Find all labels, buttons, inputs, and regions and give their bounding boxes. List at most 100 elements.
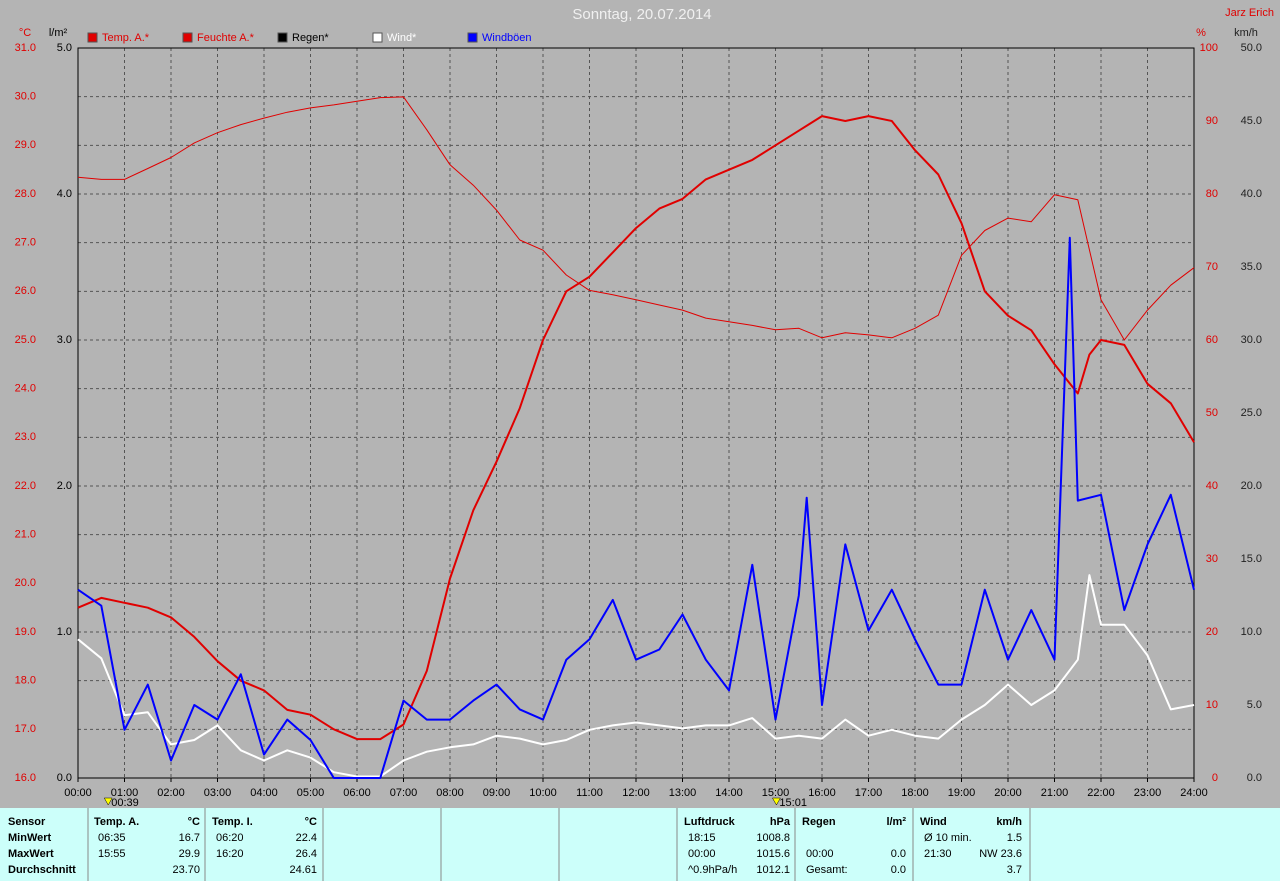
x-tick-label: 18:00 [901, 787, 929, 799]
y-tick-label: 31.0 [15, 42, 36, 54]
column-unit: km/h [996, 816, 1022, 828]
x-tick-label: 01:00 [111, 787, 139, 799]
column-header: Regen [802, 816, 836, 828]
cell-time: Ø 10 min. [924, 832, 972, 844]
cell-time: Gesamt: [806, 864, 848, 876]
x-tick-label: 16:00 [808, 787, 836, 799]
column-header: Wind [920, 816, 947, 828]
y-tick-label: 5.0 [1247, 699, 1262, 711]
annotation-marker [771, 797, 781, 806]
annotation: 15:01 [779, 797, 807, 809]
axis-unit: l/m² [49, 27, 68, 39]
x-tick-label: 02:00 [157, 787, 185, 799]
y-tick-label: 16.0 [15, 772, 36, 784]
x-tick-label: 07:00 [390, 787, 418, 799]
author: Jarz Erich [1225, 7, 1274, 19]
y-tick-label: 28.0 [15, 188, 36, 200]
y-tick-label: 18.0 [15, 675, 36, 687]
cell-time: 06:35 [98, 832, 126, 844]
y-tick-label: 0 [1212, 772, 1218, 784]
cell-time: 21:30 [924, 848, 952, 860]
column-header: Luftdruck [684, 816, 736, 828]
cell-time: ^0.9hPa/h [688, 864, 737, 876]
cell-value: 26.4 [296, 848, 317, 860]
series-line [77, 574, 1195, 778]
x-tick-label: 06:00 [343, 787, 371, 799]
legend-label: Regen* [292, 32, 329, 44]
y-tick-label: 25.0 [1241, 407, 1262, 419]
x-tick-label: 04:00 [250, 787, 278, 799]
y-tick-label: 23.0 [15, 431, 36, 443]
y-tick-label: 35.0 [1241, 261, 1262, 273]
y-tick-label: 29.0 [15, 139, 36, 151]
y-tick-label: 3.0 [57, 334, 72, 346]
cell-value: 0.0 [891, 848, 906, 860]
x-tick-label: 00:00 [64, 787, 92, 799]
x-tick-label: 12:00 [622, 787, 650, 799]
annotation: 00:39 [111, 797, 139, 809]
x-tick-label: 03:00 [204, 787, 232, 799]
column-unit: °C [305, 816, 317, 828]
column-unit: °C [188, 816, 200, 828]
y-tick-label: 0.0 [57, 772, 72, 784]
x-tick-label: 05:00 [297, 787, 325, 799]
y-tick-label: 17.0 [15, 723, 36, 735]
series-line [77, 115, 1195, 741]
cell-time: 15:55 [98, 848, 126, 860]
legend-label: Wind* [387, 32, 417, 44]
y-tick-label: 30 [1206, 553, 1218, 565]
y-tick-label: 40 [1206, 480, 1218, 492]
x-tick-label: 09:00 [483, 787, 511, 799]
y-tick-label: 10 [1206, 699, 1218, 711]
row-label: Sensor [8, 816, 46, 828]
x-tick-label: 19:00 [948, 787, 976, 799]
cell-time: 00:00 [806, 848, 834, 860]
legend-label: Temp. A.* [102, 32, 150, 44]
y-tick-label: 50 [1206, 407, 1218, 419]
cell-value: NW 23.6 [979, 848, 1022, 860]
y-tick-label: 60 [1206, 334, 1218, 346]
y-tick-label: 45.0 [1241, 115, 1262, 127]
y-tick-label: 15.0 [1241, 553, 1262, 565]
cell-value: 22.4 [296, 832, 317, 844]
y-tick-label: 20 [1206, 626, 1218, 638]
y-tick-label: 20.0 [1241, 480, 1262, 492]
x-tick-label: 08:00 [436, 787, 464, 799]
row-label: Durchschnitt [8, 864, 76, 876]
column-header: Temp. I. [212, 816, 253, 828]
column-unit: l/m² [886, 816, 906, 828]
cell-time: 16:20 [216, 848, 244, 860]
x-tick-label: 23:00 [1134, 787, 1162, 799]
legend-label: Windböen [482, 32, 532, 44]
x-tick-label: 15:00 [762, 787, 790, 799]
cell-value: 29.9 [179, 848, 200, 860]
x-tick-label: 11:00 [576, 787, 603, 799]
legend-swatch [87, 32, 98, 43]
cell-time: 06:20 [216, 832, 244, 844]
x-tick-label: 13:00 [669, 787, 697, 799]
y-tick-label: 5.0 [57, 42, 72, 54]
y-tick-label: 50.0 [1241, 42, 1262, 54]
cell-value: 16.7 [179, 832, 200, 844]
x-tick-label: 24:00 [1180, 787, 1208, 799]
cell-value: 1.5 [1007, 832, 1022, 844]
cell-value: 24.61 [289, 864, 317, 876]
y-tick-label: 100 [1200, 42, 1218, 54]
y-tick-label: 26.0 [15, 285, 36, 297]
y-tick-label: 24.0 [15, 383, 36, 395]
cell-value: 0.0 [891, 864, 906, 876]
cell-time: 00:00 [688, 848, 716, 860]
axis-unit: km/h [1234, 27, 1258, 39]
cell-value: 1015.6 [756, 848, 790, 860]
axis-unit: % [1196, 27, 1206, 39]
y-tick-label: 1.0 [57, 626, 72, 638]
row-label: MaxWert [8, 848, 54, 860]
row-label: MinWert [8, 832, 52, 844]
y-tick-label: 4.0 [57, 188, 72, 200]
legend-swatch [372, 32, 383, 43]
axis-unit: °C [19, 27, 31, 39]
y-tick-label: 70 [1206, 261, 1218, 273]
series-line [77, 236, 1195, 779]
legend-swatch [467, 32, 478, 43]
